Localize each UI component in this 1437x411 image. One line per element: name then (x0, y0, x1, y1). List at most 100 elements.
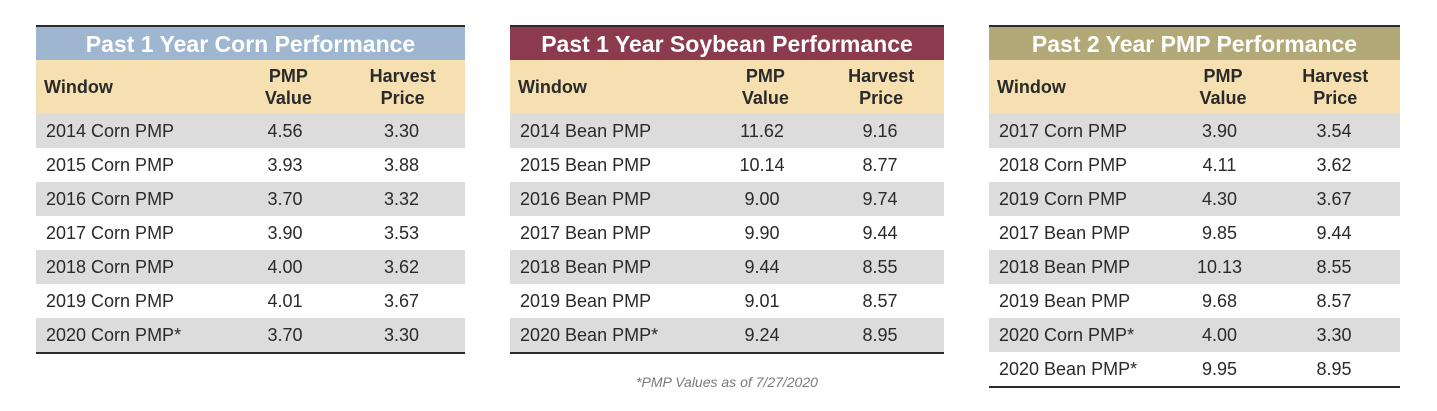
cell-harvest-price: 9.44 (1316, 222, 1352, 243)
header-window: Window (518, 76, 587, 97)
table-row: 2018 Corn PMP 4.00 3.62 (36, 250, 465, 284)
cell-window: 2016 Corn PMP (46, 188, 175, 209)
cell-window: 2014 Corn PMP (46, 120, 175, 141)
cell-harvest-price: 8.55 (1316, 256, 1352, 277)
cell-pmp-value: 3.90 (1201, 120, 1238, 141)
table-row: 2017 Bean PMP 9.90 9.44 (510, 216, 944, 250)
pmp-table-header: Window PMP Value Harvest Price (989, 60, 1400, 114)
cell-pmp-value: 9.95 (1201, 358, 1238, 379)
cell-window: 2017 Bean PMP (999, 222, 1131, 243)
table-row: 2019 Bean PMP 9.01 8.57 (510, 284, 944, 318)
table-row: 2018 Bean PMP 10.13 8.55 (989, 250, 1400, 284)
table-row: 2016 Bean PMP 9.00 9.74 (510, 182, 944, 216)
header-window: Window (997, 76, 1066, 97)
soybean-table-title: Past 1 Year Soybean Performance (510, 25, 944, 60)
cell-pmp-value: 10.13 (1196, 256, 1243, 277)
table-row: 2019 Bean PMP 9.68 8.57 (989, 284, 1400, 318)
cell-pmp-value: 9.01 (744, 290, 780, 311)
soybean-table-bottom-rule (510, 352, 944, 354)
table-row: 2015 Bean PMP 10.14 8.77 (510, 148, 944, 182)
cell-window: 2020 Bean PMP* (520, 324, 659, 345)
pmp-table: Past 2 Year PMP Performance Window PMP V… (989, 25, 1400, 388)
cell-harvest-price: 3.67 (1316, 188, 1352, 209)
corn-table-title: Past 1 Year Corn Performance (36, 25, 465, 60)
table-row: 2018 Corn PMP 4.11 3.62 (989, 148, 1400, 182)
cell-window: 2019 Corn PMP (999, 188, 1128, 209)
cell-window: 2018 Corn PMP (46, 256, 175, 277)
cell-harvest-price: 8.77 (862, 154, 898, 175)
cell-harvest-price: 9.16 (862, 120, 898, 141)
cell-window: 2017 Corn PMP (999, 120, 1128, 141)
cell-window: 2018 Bean PMP (520, 256, 652, 277)
cell-pmp-value: 3.90 (267, 222, 303, 243)
cell-pmp-value: 4.01 (267, 290, 303, 311)
cell-window: 2018 Bean PMP (999, 256, 1131, 277)
cell-pmp-value: 4.30 (1201, 188, 1238, 209)
table-row: 2020 Corn PMP* 4.00 3.30 (989, 318, 1400, 352)
table-row: 2018 Bean PMP 9.44 8.55 (510, 250, 944, 284)
table-row: 2017 Bean PMP 9.85 9.44 (989, 216, 1400, 250)
cell-harvest-price: 3.53 (383, 222, 420, 243)
corn-table-bottom-rule (36, 352, 465, 354)
table-row: 2019 Corn PMP 4.30 3.67 (989, 182, 1400, 216)
cell-window: 2020 Corn PMP* (999, 324, 1135, 345)
table-row: 2016 Corn PMP 3.70 3.32 (36, 182, 465, 216)
cell-harvest-price: 8.55 (862, 256, 898, 277)
header-harvest-price: Harvest Price (369, 66, 436, 108)
cell-harvest-price: 3.30 (383, 120, 420, 141)
cell-window: 2019 Bean PMP (999, 290, 1131, 311)
header-harvest-price: Harvest Price (1302, 66, 1369, 108)
cell-pmp-value: 4.00 (1201, 324, 1238, 345)
table-row: 2017 Corn PMP 3.90 3.54 (989, 114, 1400, 148)
cell-pmp-value: 9.00 (744, 188, 780, 209)
cell-window: 2020 Bean PMP* (999, 358, 1138, 379)
table-row: 2017 Corn PMP 3.90 3.53 (36, 216, 465, 250)
table-row: 2020 Bean PMP* 9.24 8.95 (510, 318, 944, 352)
cell-harvest-price: 3.67 (383, 290, 420, 311)
cell-harvest-price: 3.62 (1316, 154, 1352, 175)
corn-table-header: Window PMP Value Harvest Price (36, 60, 465, 114)
cell-harvest-price: 3.88 (383, 154, 420, 175)
corn-table-rows: 2014 Corn PMP 4.56 3.30 2015 Corn PMP 3.93 3.… (36, 114, 465, 352)
cell-harvest-price: 8.57 (1316, 290, 1352, 311)
cell-window: 2015 Bean PMP (520, 154, 652, 175)
cell-harvest-price: 3.54 (1316, 120, 1352, 141)
cell-harvest-price: 9.74 (862, 188, 898, 209)
cell-pmp-value: 10.14 (739, 154, 785, 175)
footnote: *PMP Values as of 7/27/2020 (636, 374, 818, 390)
cell-pmp-value: 4.00 (267, 256, 303, 277)
cell-pmp-value: 3.93 (267, 154, 303, 175)
cell-harvest-price: 8.95 (862, 324, 898, 345)
cell-window: 2019 Bean PMP (520, 290, 652, 311)
cell-harvest-price: 3.30 (383, 324, 420, 345)
cell-pmp-value: 11.62 (740, 120, 784, 141)
cell-window: 2016 Bean PMP (520, 188, 652, 209)
table-row: 2019 Corn PMP 4.01 3.67 (36, 284, 465, 318)
cell-pmp-value: 9.68 (1201, 290, 1238, 311)
cell-window: 2019 Corn PMP (46, 290, 175, 311)
cell-pmp-value: 9.85 (1201, 222, 1238, 243)
cell-window: 2017 Corn PMP (46, 222, 175, 243)
cell-pmp-value: 9.24 (744, 324, 780, 345)
cell-window: 2014 Bean PMP (520, 120, 652, 141)
table-row: 2015 Corn PMP 3.93 3.88 (36, 148, 465, 182)
cell-harvest-price: 8.57 (862, 290, 898, 311)
soybean-table: Past 1 Year Soybean Performance Window P… (510, 25, 944, 354)
cell-harvest-price: 9.44 (862, 222, 898, 243)
table-row: 2014 Bean PMP 11.62 9.16 (510, 114, 944, 148)
pmp-table-bottom-rule (989, 386, 1400, 388)
table-row: 2020 Corn PMP* 3.70 3.30 (36, 318, 465, 352)
header-harvest-price: Harvest Price (848, 66, 915, 108)
header-pmp-value: PMP Value (741, 66, 789, 108)
header-window: Window (44, 76, 113, 97)
table-row: 2020 Bean PMP* 9.95 8.95 (989, 352, 1400, 386)
table-row: 2014 Corn PMP 4.56 3.30 (36, 114, 465, 148)
header-pmp-value: PMP Value (264, 66, 312, 108)
header-pmp-value: PMP Value (1199, 66, 1247, 108)
cell-pmp-value: 3.70 (267, 188, 303, 209)
cell-harvest-price: 3.30 (1316, 324, 1352, 345)
cell-window: 2020 Corn PMP* (46, 324, 182, 345)
cell-window: 2017 Bean PMP (520, 222, 652, 243)
cell-window: 2015 Corn PMP (46, 154, 175, 175)
cell-harvest-price: 3.32 (383, 188, 420, 209)
